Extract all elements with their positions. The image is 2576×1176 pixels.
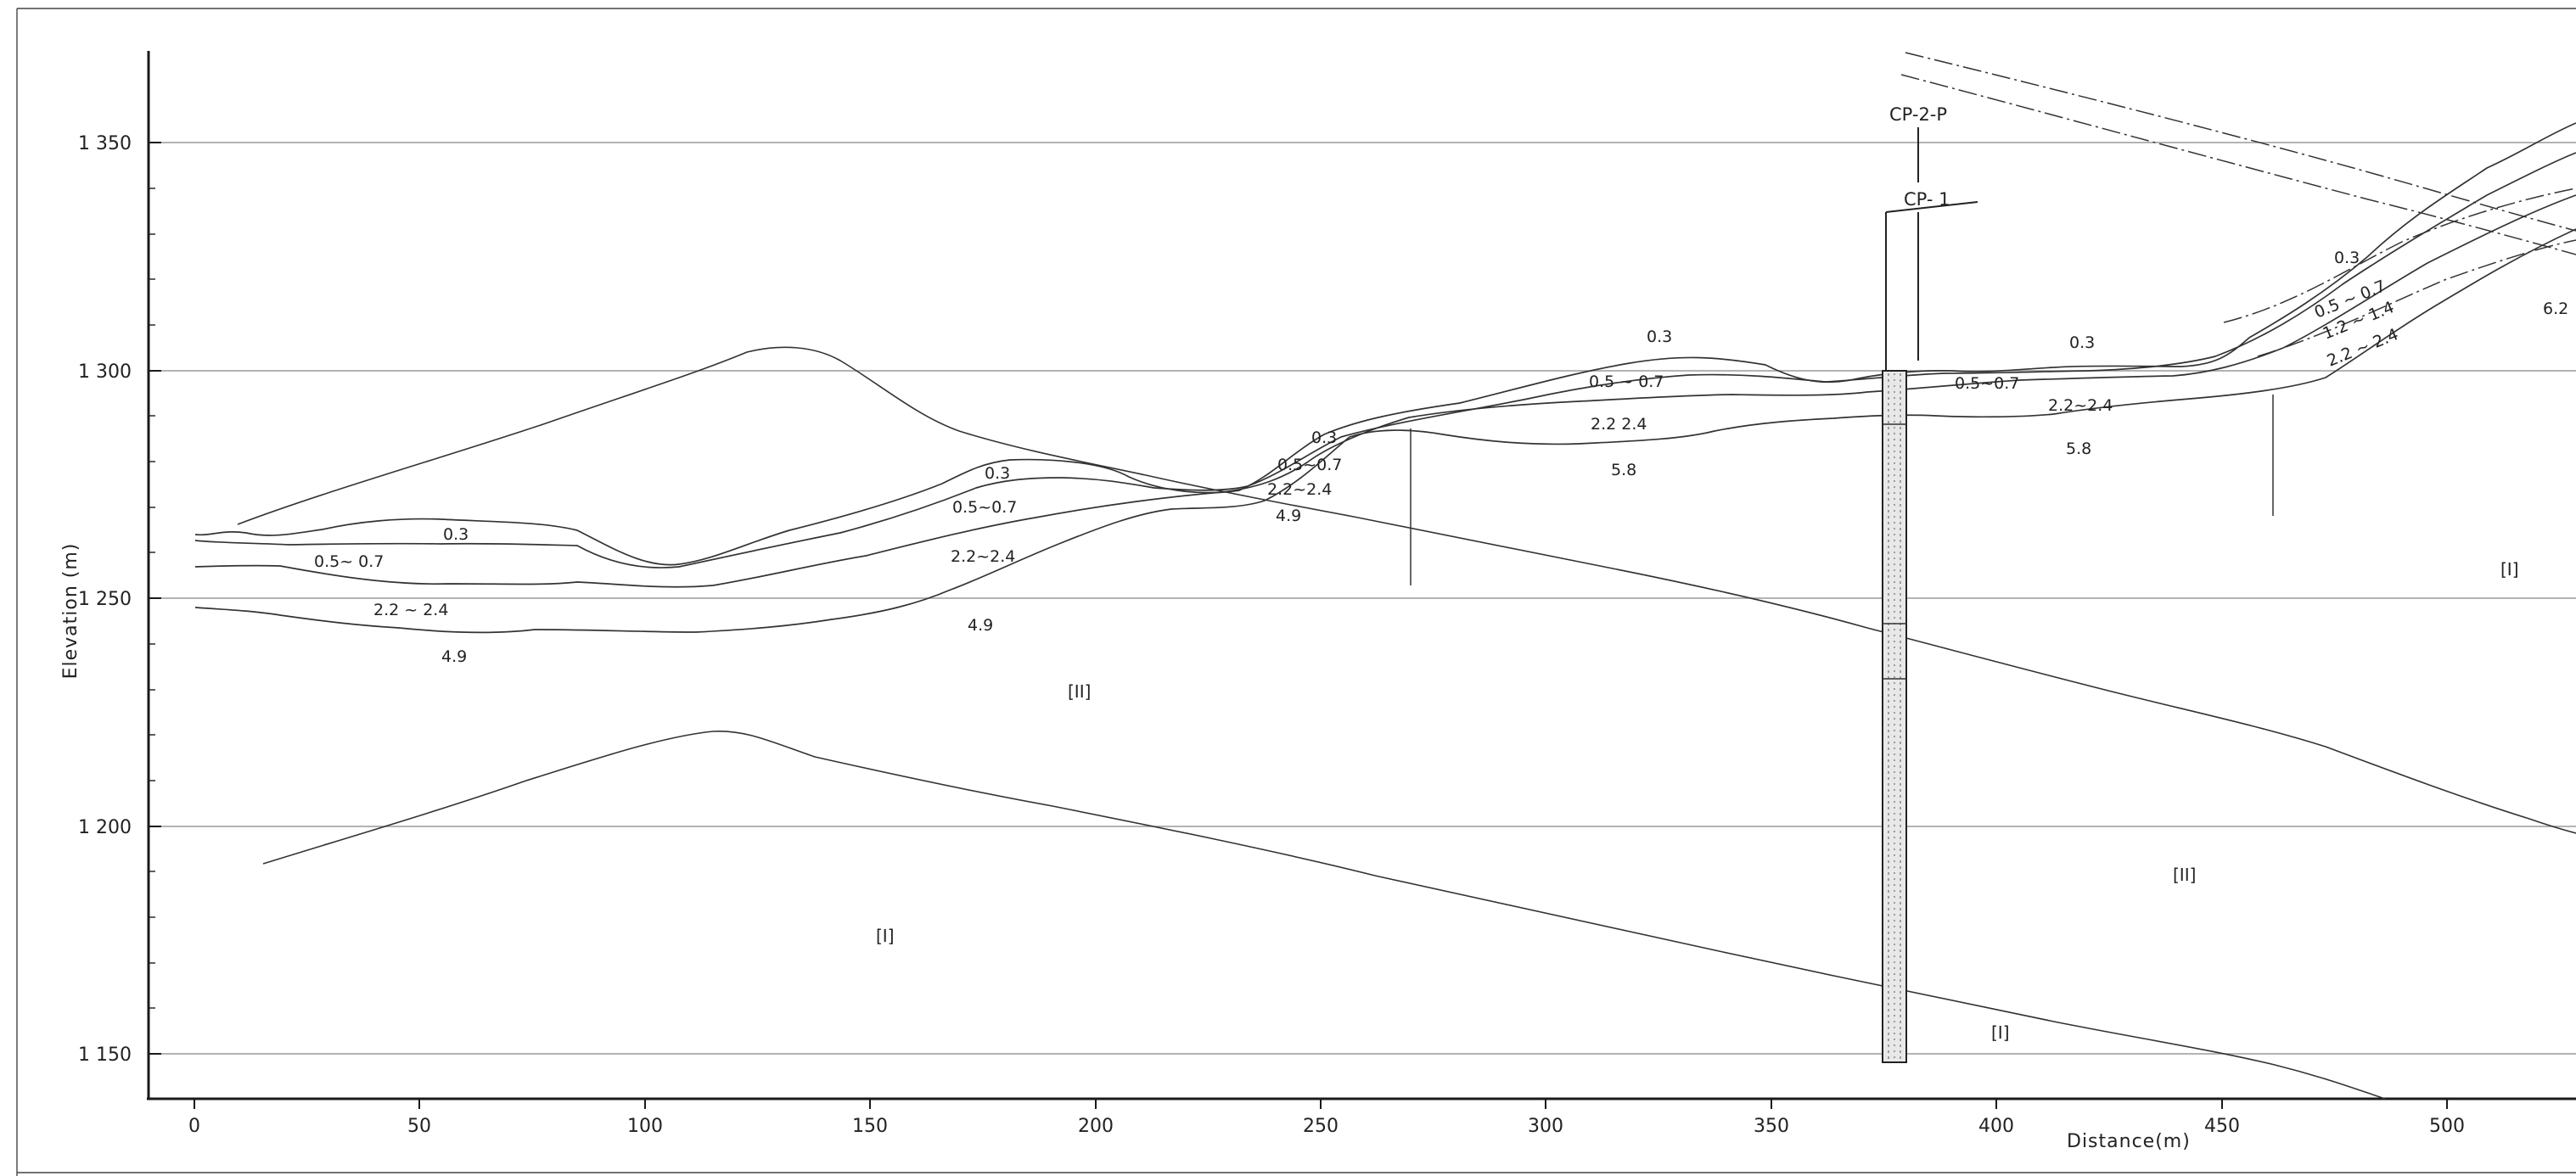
velocity-label: 0.5~0.7 [1277,456,1342,474]
zone-label: [I] [2500,559,2519,580]
borehole-label-cp2p: CP-2-P [1889,104,1947,125]
layer-boundary-2.2-2.4 [194,194,2576,588]
y-tick-label: 1 350 [78,133,132,154]
x-tick-label: 200 [1078,1116,1114,1137]
y-axis-labels: 1 350 1 300 1 250 1 200 1 150 [78,133,132,1066]
x-axis-ticks [194,1099,2448,1109]
borehole-label-cp1: CP- 1 [1904,189,1950,210]
x-tick-label: 100 [627,1116,663,1137]
zone-label: [II] [1068,681,1091,702]
velocity-label: 0.3 [2069,333,2095,352]
x-tick-label: 0 [188,1116,200,1137]
y-tick-label: 1 150 [78,1044,132,1066]
x-axis-labels: 0 50 100 150 200 250 300 350 400 450 500 [188,1116,2465,1137]
x-tick-label: 500 [2429,1116,2465,1137]
x-tick-label: 150 [852,1116,888,1137]
velocity-label: 6.2 [2543,300,2568,318]
layer-boundary-bedrock [194,228,2576,634]
x-axis-title: Distance(m) [2067,1131,2191,1152]
velocity-label: 2.2 ~ 2.4 [373,601,448,619]
ground-surface-profile [194,122,2576,566]
velocity-label: 0.3 [985,464,1010,483]
y-tick-label: 1 250 [78,589,132,610]
velocity-label: 0.5~0.7 [1955,374,2019,393]
weathering-zone-boundary-lower [262,731,2386,1100]
velocity-label: 0.5~ 0.7 [314,552,384,571]
velocity-label: 2.2 2.4 [1591,415,1647,434]
velocity-label: 5.8 [2066,440,2091,458]
y-axis-title: Elevation (m) [60,543,81,680]
structural-line-3 [2223,188,2576,323]
velocity-label: 0.3 [1311,428,1337,447]
zone-label: [I] [1991,1022,2010,1043]
y-axis-ticks [149,142,161,1055]
structural-line-1 [1905,52,2576,232]
velocity-label: 0.3 [1647,328,1672,346]
velocity-label: 2.2~2.4 [1267,480,1332,499]
zone-label: [I] [876,926,895,946]
x-tick-label: 50 [407,1116,431,1137]
y-tick-label: 1 300 [78,361,132,383]
velocity-label: 0.5 ~ 0.7 [1589,372,1664,391]
elevation-grid [149,142,2576,1055]
borehole-body [1882,370,1907,1063]
structural-line-4 [2257,239,2576,357]
x-tick-label: 250 [1303,1116,1339,1137]
velocity-label: 0.3 [2334,249,2360,267]
x-tick-label: 350 [1754,1116,1789,1137]
x-tick-label: 400 [1978,1116,2014,1137]
y-tick-label: 1 200 [78,817,132,838]
zone-label: [II] [2173,865,2196,885]
velocity-label: 4.9 [1276,507,1301,525]
weathering-zone-boundary-upper [237,346,2576,834]
velocity-label: 5.8 [1611,461,1636,479]
x-tick-label: 450 [2204,1116,2240,1137]
velocity-label: 0.3 [443,525,469,544]
velocity-label: 0.5~0.7 [952,498,1017,517]
borehole-column [1882,127,1978,1063]
zone-labels: [II] [I] [II] [I] [I] [876,559,2519,1043]
layer-boundary-0.5-0.7 [194,152,2576,568]
velocity-labels: 0.3 0.5~ 0.7 2.2 ~ 2.4 4.9 0.3 0.5~0.7 2… [314,249,2568,666]
velocity-label: 2.2~2.4 [951,547,1015,566]
velocity-label: 4.9 [968,616,993,635]
borehole-collar-line [1885,201,1978,213]
structural-line-2 [1900,74,2576,255]
x-tick-label: 300 [1528,1116,1563,1137]
velocity-label: 2.2~2.4 [2048,396,2113,415]
velocity-label: 4.9 [441,647,467,666]
